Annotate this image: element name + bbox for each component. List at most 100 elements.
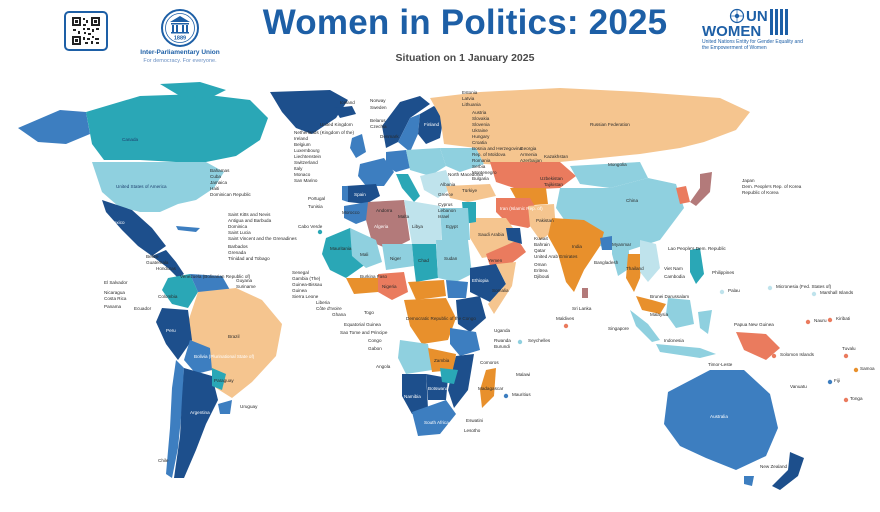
region-zambia[interactable]	[428, 348, 456, 372]
region-norway[interactable]	[382, 96, 430, 148]
region-france[interactable]	[358, 158, 394, 186]
region-mali[interactable]	[350, 228, 382, 268]
region-usa[interactable]	[92, 162, 224, 212]
region-thailand[interactable]	[626, 254, 642, 292]
region-gulf-guinea[interactable]	[346, 278, 378, 294]
region-italy[interactable]	[396, 174, 420, 202]
region-greenland[interactable]	[270, 90, 348, 134]
region-south-africa[interactable]	[412, 400, 456, 436]
region-libya[interactable]	[404, 200, 442, 244]
marker-marshall[interactable]	[811, 291, 817, 297]
region-japan[interactable]	[690, 172, 712, 206]
region-new-zealand[interactable]	[772, 452, 804, 490]
region-java[interactable]	[656, 344, 716, 358]
qr-code[interactable]	[64, 11, 108, 51]
region-pakistan[interactable]	[528, 204, 556, 240]
region-brazil[interactable]	[188, 288, 282, 398]
region-yemen-oman[interactable]	[486, 240, 526, 266]
marker-nauru[interactable]	[805, 319, 811, 325]
region-alaska[interactable]	[18, 110, 90, 144]
region-somalia[interactable]	[488, 262, 516, 314]
region-chile[interactable]	[166, 360, 184, 478]
caucasus-label: Armenia	[520, 152, 538, 157]
region-sumatra[interactable]	[630, 310, 660, 342]
marker-micronesia[interactable]	[767, 285, 773, 291]
region-balkans[interactable]	[420, 170, 452, 198]
unwomen-logo[interactable]: UN WOMEN	[700, 6, 804, 43]
region-mozambique[interactable]	[448, 354, 474, 408]
region-angola[interactable]	[398, 340, 432, 374]
marker-maldives[interactable]	[563, 323, 569, 329]
region-niger[interactable]	[382, 244, 414, 270]
region-sri-lanka[interactable]	[582, 288, 588, 298]
region-germany[interactable]	[386, 150, 410, 172]
marker-palau[interactable]	[719, 289, 725, 295]
region-tanzania[interactable]	[450, 328, 480, 356]
region-kazakhstan[interactable]	[490, 162, 576, 190]
region-australia[interactable]	[664, 370, 778, 470]
region-spain[interactable]	[346, 184, 380, 204]
region-indochina[interactable]	[640, 240, 660, 282]
marker-kiribati[interactable]	[827, 317, 833, 323]
region-russia[interactable]	[430, 88, 750, 166]
region-iceland[interactable]	[334, 106, 356, 118]
region-kenya-east[interactable]	[456, 296, 486, 332]
region-myanmar[interactable]	[612, 236, 630, 276]
ipu-logo[interactable]: 1889	[150, 8, 210, 53]
region-finland[interactable]	[418, 106, 444, 144]
marker-tonga[interactable]	[843, 397, 849, 403]
label-oman: Oman	[534, 262, 547, 267]
region-morocco[interactable]	[344, 202, 372, 224]
region-south-sudan[interactable]	[446, 280, 468, 298]
region-cuba[interactable]	[176, 226, 200, 232]
region-zimbabwe[interactable]	[440, 368, 458, 384]
marker-tuvalu[interactable]	[843, 353, 849, 359]
region-peru[interactable]	[156, 308, 192, 360]
region-sudan[interactable]	[436, 240, 472, 282]
region-canada-islands[interactable]	[160, 82, 226, 98]
region-sulawesi[interactable]	[698, 310, 712, 334]
marker-seychelles[interactable]	[517, 339, 523, 345]
region-paraguay[interactable]	[212, 368, 226, 390]
region-central-america[interactable]	[152, 250, 184, 278]
region-mongolia[interactable]	[570, 162, 648, 188]
region-sweden[interactable]	[398, 114, 420, 152]
label-myanmar: Myanmar	[612, 242, 632, 247]
region-canada[interactable]	[86, 94, 268, 162]
region-drc[interactable]	[404, 298, 456, 344]
label-chile: Chile	[158, 458, 169, 463]
region-mexico[interactable]	[102, 200, 166, 256]
marker-fiji[interactable]	[827, 379, 833, 385]
region-portugal[interactable]	[342, 186, 348, 202]
region-namibia[interactable]	[402, 374, 428, 414]
region-egypt[interactable]	[440, 208, 470, 240]
region-algeria[interactable]	[366, 200, 410, 250]
region-turkiye[interactable]	[446, 184, 496, 202]
region-ukraine[interactable]	[440, 148, 484, 172]
region-korea[interactable]	[676, 186, 690, 204]
label-eswatini: Eswatini	[466, 418, 483, 423]
region-bangladesh[interactable]	[600, 236, 612, 250]
region-borneo[interactable]	[666, 298, 694, 328]
region-bolivia[interactable]	[184, 340, 212, 374]
region-colombia[interactable]	[162, 274, 198, 308]
region-gulf[interactable]	[506, 228, 522, 244]
region-malaysia[interactable]	[636, 296, 666, 314]
region-uk[interactable]	[350, 134, 366, 158]
region-central-europe[interactable]	[406, 148, 446, 176]
marker-solomon[interactable]	[771, 353, 777, 359]
region-car[interactable]	[408, 280, 446, 300]
region-nigeria[interactable]	[378, 272, 408, 300]
region-png[interactable]	[736, 332, 780, 360]
region-uruguay[interactable]	[218, 400, 232, 414]
region-argentina[interactable]	[174, 368, 218, 478]
region-tasmania[interactable]	[744, 476, 754, 486]
marker-samoa[interactable]	[853, 367, 859, 373]
region-ethiopia[interactable]	[470, 264, 506, 302]
region-philippines[interactable]	[690, 248, 704, 284]
region-india[interactable]	[548, 218, 604, 292]
marker-cabo-verde[interactable]	[317, 229, 323, 235]
marker-mauritius[interactable]	[503, 393, 509, 399]
region-chad[interactable]	[412, 244, 438, 282]
region-madagascar[interactable]	[480, 368, 496, 408]
